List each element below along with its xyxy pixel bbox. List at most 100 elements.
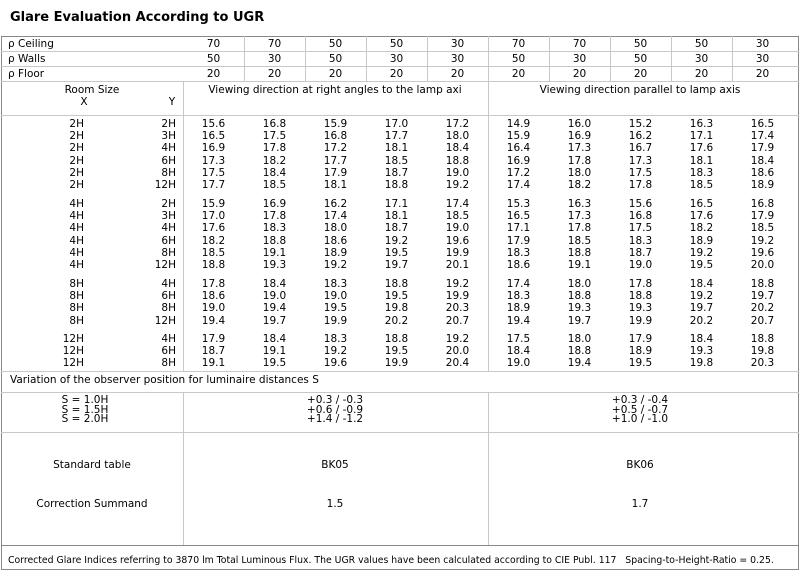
ugr-value: 19.6 xyxy=(750,246,775,259)
room-x-value: 12H xyxy=(62,357,84,370)
ugr-value: 20.2 xyxy=(689,314,714,327)
ugr-value: 20.2 xyxy=(750,302,775,315)
ugr-value: 18.8 xyxy=(567,246,592,259)
ugr-value: 18.5 xyxy=(445,210,470,223)
standard-table-right: BK06 xyxy=(626,459,654,471)
rule xyxy=(732,36,733,82)
ugr-value: 17.1 xyxy=(506,222,531,235)
room-x-value: 8H xyxy=(69,290,84,303)
reflectance-value: 50 xyxy=(328,53,343,65)
ugr-value: 19.0 xyxy=(445,222,470,235)
reflectance-value: 20 xyxy=(572,68,587,80)
room-x-value: 12H xyxy=(62,345,84,358)
standard-table-label: Standard table xyxy=(53,459,131,471)
ugr-value: 18.3 xyxy=(262,222,287,235)
ugr-value: 19.3 xyxy=(689,345,714,358)
ugr-value: 20.7 xyxy=(750,314,775,327)
ugr-value: 19.1 xyxy=(567,259,592,271)
room-y: Y xyxy=(168,96,176,108)
ugr-value: 18.0 xyxy=(567,166,592,179)
rule xyxy=(1,51,799,52)
room-x-value: 2H xyxy=(69,154,84,167)
ugr-value: 20.4 xyxy=(445,357,470,370)
rule xyxy=(427,36,428,82)
rule xyxy=(488,392,489,545)
s-label: S = 2.0H xyxy=(61,413,109,426)
ugr-value: 17.3 xyxy=(567,210,592,223)
reflectance-value: 30 xyxy=(389,53,404,65)
rule xyxy=(183,82,184,371)
room-y-value: 2H xyxy=(161,198,176,210)
ugr-value: 18.3 xyxy=(628,234,653,247)
ugr-value: 16.8 xyxy=(750,198,775,210)
ugr-value: 17.5 xyxy=(628,222,653,235)
room-y-value: 2H xyxy=(161,118,176,130)
ugr-value: 19.9 xyxy=(445,290,470,303)
room-y-value: 4H xyxy=(161,222,176,235)
ugr-value: 16.9 xyxy=(262,198,287,210)
ugr-value: 16.9 xyxy=(201,142,226,155)
variation-left: +0.6 / -0.9 xyxy=(306,403,364,416)
ugr-value: 18.4 xyxy=(262,278,287,290)
rule xyxy=(1,66,799,67)
room-y-value: 3H xyxy=(161,210,176,223)
ugr-value: 18.0 xyxy=(567,278,592,290)
correction-left: 1.5 xyxy=(326,498,344,510)
ugr-value: 18.6 xyxy=(201,290,226,303)
rule xyxy=(671,36,672,82)
ugr-value: 17.0 xyxy=(384,118,409,130)
ugr-value: 19.2 xyxy=(323,259,348,271)
ugr-value: 17.2 xyxy=(506,166,531,179)
ugr-value: 18.9 xyxy=(689,234,714,247)
ugr-value: 18.2 xyxy=(262,154,287,167)
rule xyxy=(183,392,184,545)
room-x-value: 8H xyxy=(69,278,84,290)
ugr-value: 20.3 xyxy=(445,302,470,315)
reflectance-label: ρ Floor xyxy=(8,68,45,80)
ugr-value: 19.2 xyxy=(689,290,714,303)
ugr-value: 18.5 xyxy=(201,246,226,259)
ugr-value: 19.8 xyxy=(750,345,775,358)
ugr-value: 20.7 xyxy=(445,314,470,327)
ugr-value: 19.5 xyxy=(689,259,714,271)
ugr-value: 19.4 xyxy=(506,314,531,327)
rule xyxy=(1,392,799,393)
ugr-value: 18.4 xyxy=(262,333,287,345)
room-x-value: 8H xyxy=(69,314,84,327)
ugr-value: 18.3 xyxy=(689,166,714,179)
reflectance-value: 30 xyxy=(450,53,465,65)
ugr-value: 18.7 xyxy=(384,222,409,235)
room-x-value: 12H xyxy=(62,333,84,345)
reflectance-value: 70 xyxy=(267,38,282,50)
ugr-value: 16.5 xyxy=(201,130,226,143)
ugr-value: 16.4 xyxy=(506,142,531,155)
ugr-value: 17.3 xyxy=(201,154,226,167)
ugr-value: 16.2 xyxy=(628,130,653,143)
ugr-value: 19.2 xyxy=(750,234,775,247)
ugr-value: 18.2 xyxy=(567,179,592,191)
ugr-value: 18.8 xyxy=(628,290,653,303)
room-x-value: 2H xyxy=(69,130,84,143)
ugr-value: 19.6 xyxy=(323,357,348,370)
ugr-value: 18.1 xyxy=(689,154,714,167)
ugr-value: 18.5 xyxy=(689,179,714,191)
ugr-value: 17.7 xyxy=(323,154,348,167)
reflectance-value: 30 xyxy=(755,53,770,65)
ugr-value: 16.8 xyxy=(262,118,287,130)
ugr-value: 16.9 xyxy=(567,130,592,143)
reflectance-value: 50 xyxy=(328,38,343,50)
room-y-value: 6H xyxy=(161,345,176,358)
reflectance-value: 70 xyxy=(511,38,526,50)
ugr-value: 19.5 xyxy=(384,246,409,259)
ugr-value: 19.8 xyxy=(689,357,714,370)
room-x-value: 4H xyxy=(69,259,84,271)
reflectance-value: 50 xyxy=(389,38,404,50)
ugr-value: 17.9 xyxy=(323,166,348,179)
reflectance-value: 20 xyxy=(328,68,343,80)
ugr-value: 19.0 xyxy=(201,302,226,315)
ugr-value: 19.7 xyxy=(567,314,592,327)
ugr-value: 16.3 xyxy=(689,118,714,130)
room-x-value: 8H xyxy=(69,302,84,315)
room-x-value: 2H xyxy=(69,118,84,130)
reflectance-value: 20 xyxy=(633,68,648,80)
